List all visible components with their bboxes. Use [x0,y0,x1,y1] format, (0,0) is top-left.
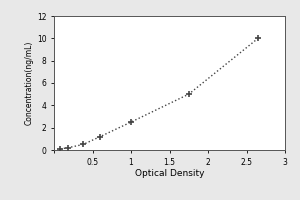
X-axis label: Optical Density: Optical Density [135,169,204,178]
Y-axis label: Concentration(ng/mL): Concentration(ng/mL) [25,41,34,125]
